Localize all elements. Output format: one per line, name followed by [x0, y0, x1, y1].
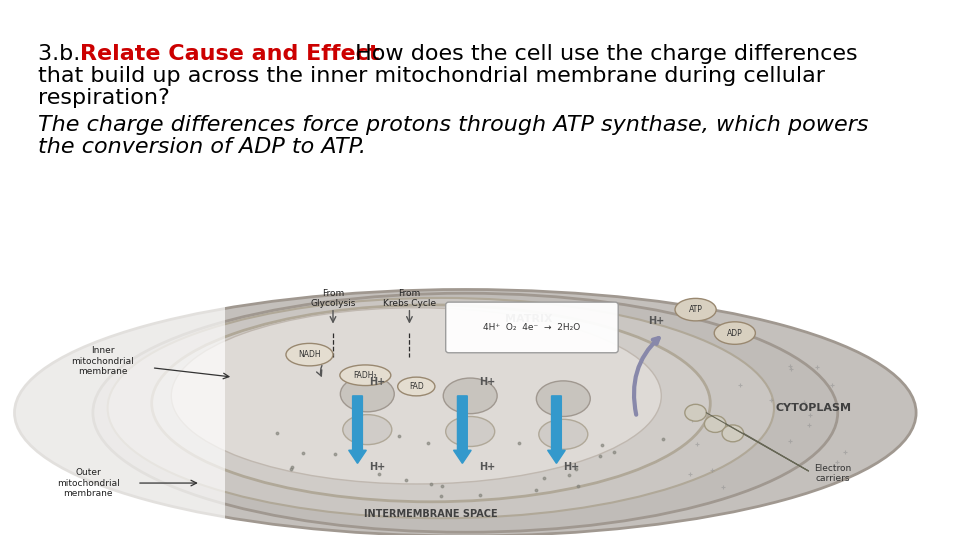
Ellipse shape — [444, 378, 497, 414]
Text: From
Glycolysis: From Glycolysis — [310, 289, 356, 308]
Text: Outer
mitochondrial
membrane: Outer mitochondrial membrane — [57, 468, 119, 498]
Text: H+: H+ — [369, 377, 385, 387]
Ellipse shape — [675, 299, 716, 321]
Text: ATP: ATP — [688, 305, 703, 314]
Text: How does the cell use the charge differences: How does the cell use the charge differe… — [348, 44, 857, 64]
Ellipse shape — [286, 343, 333, 366]
FancyArrow shape — [453, 396, 471, 463]
Text: that build up across the inner mitochondrial membrane during cellular: that build up across the inner mitochond… — [38, 66, 825, 86]
Text: From
Krebs Cycle: From Krebs Cycle — [383, 289, 436, 308]
Text: respiration?: respiration? — [38, 88, 170, 108]
Ellipse shape — [714, 322, 756, 345]
Text: Relate Cause and Effect: Relate Cause and Effect — [80, 44, 379, 64]
Ellipse shape — [340, 365, 391, 386]
Ellipse shape — [93, 293, 838, 532]
Ellipse shape — [445, 416, 494, 447]
FancyArrow shape — [348, 396, 367, 463]
Text: CYTOPLASM: CYTOPLASM — [776, 403, 852, 413]
Text: Electron
carriers: Electron carriers — [814, 464, 852, 483]
Ellipse shape — [537, 381, 590, 416]
Text: H+: H+ — [479, 377, 495, 387]
Text: 4H⁺  O₂  4e⁻  →  2H₂O: 4H⁺ O₂ 4e⁻ → 2H₂O — [483, 323, 581, 332]
Text: the conversion of ADP to ATP.: the conversion of ADP to ATP. — [38, 137, 366, 157]
Ellipse shape — [152, 305, 710, 502]
Text: Inner
mitochondrial
membrane: Inner mitochondrial membrane — [71, 346, 134, 376]
Ellipse shape — [341, 376, 395, 412]
Ellipse shape — [397, 377, 435, 396]
Ellipse shape — [684, 404, 707, 421]
FancyArrow shape — [547, 396, 565, 463]
Ellipse shape — [705, 416, 726, 433]
Ellipse shape — [108, 298, 774, 518]
Text: H+: H+ — [479, 462, 495, 472]
Ellipse shape — [343, 415, 392, 444]
Text: 3.b.: 3.b. — [38, 44, 87, 64]
Text: FADH₂: FADH₂ — [353, 371, 377, 380]
FancyBboxPatch shape — [10, 286, 226, 535]
Ellipse shape — [171, 308, 661, 484]
Ellipse shape — [722, 425, 744, 442]
Text: H+: H+ — [648, 316, 664, 326]
Text: FAD: FAD — [409, 382, 423, 391]
Text: The charge differences force protons through ATP synthase, which powers: The charge differences force protons thr… — [38, 115, 869, 135]
Text: ADP: ADP — [727, 328, 743, 338]
Text: MATRIX: MATRIX — [505, 314, 553, 324]
Text: H+: H+ — [563, 462, 579, 472]
Text: NADH: NADH — [299, 350, 321, 359]
FancyBboxPatch shape — [445, 302, 618, 353]
Ellipse shape — [539, 419, 588, 449]
Text: H+: H+ — [369, 462, 385, 472]
Text: INTERMEMBRANE SPACE: INTERMEMBRANE SPACE — [364, 509, 498, 519]
Ellipse shape — [14, 289, 916, 536]
